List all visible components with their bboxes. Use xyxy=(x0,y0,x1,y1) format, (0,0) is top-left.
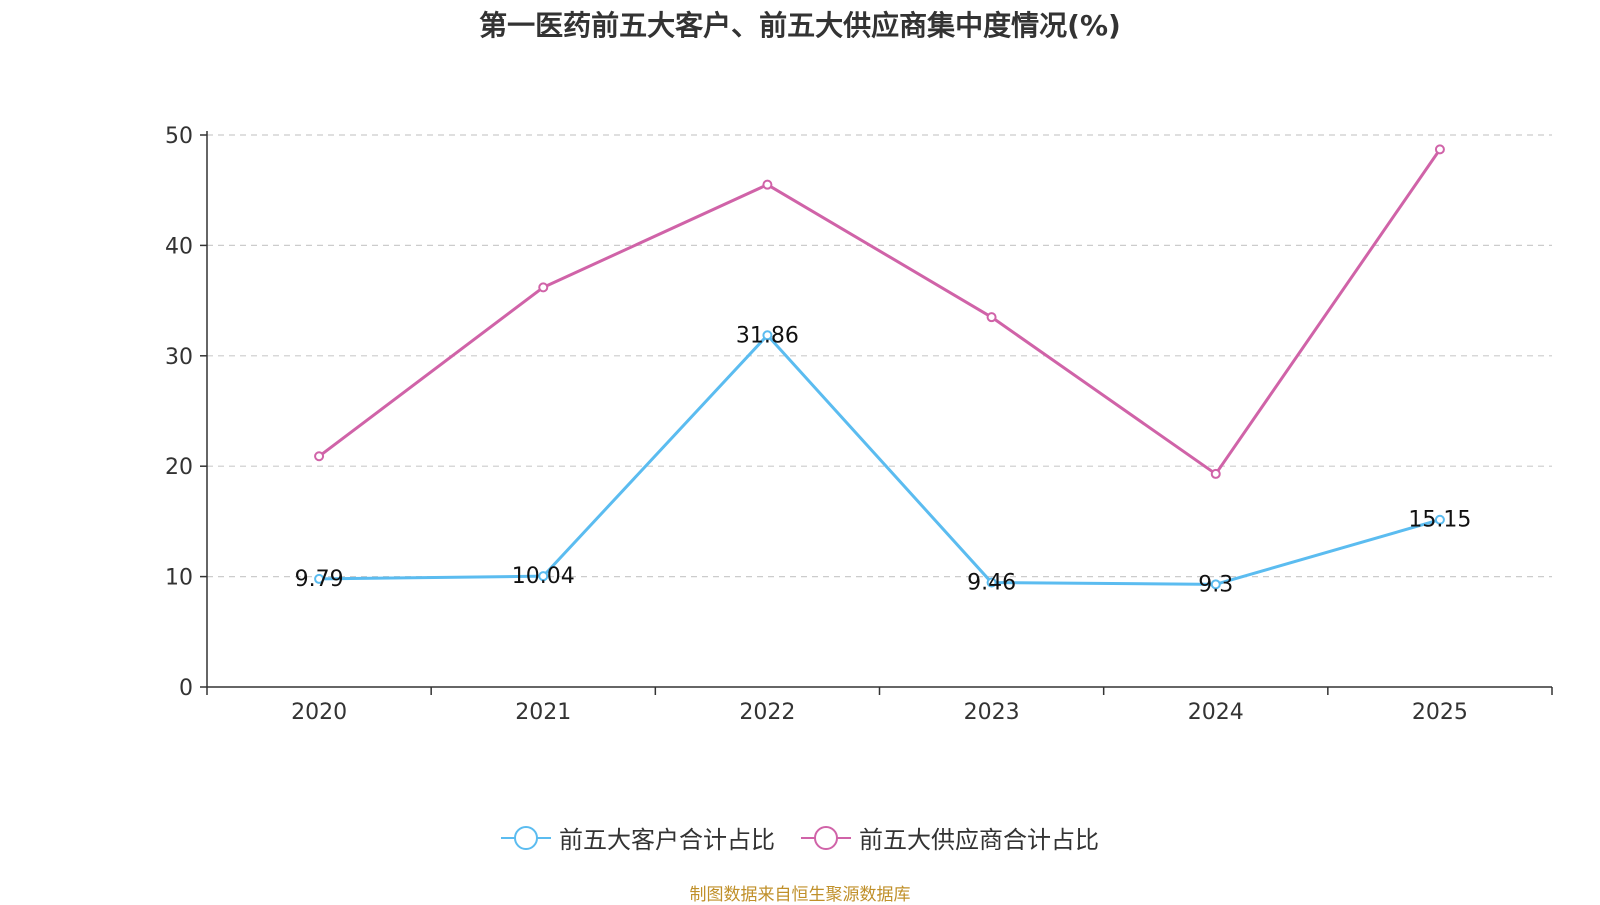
data-label-0-2020: 9.79 xyxy=(295,567,344,592)
data-source-note: 制图数据来自恒生聚源数据库 xyxy=(689,885,911,905)
data-point-1-2021 xyxy=(538,282,549,293)
data-point-1-2024 xyxy=(1210,468,1221,479)
y-tick-label-30: 30 xyxy=(165,345,193,370)
data-point-1-2025 xyxy=(1434,144,1445,155)
data-point-0-2023 xyxy=(986,577,997,588)
series-line-0 xyxy=(319,333,1441,586)
label-layer: 9.79 10.04 31.86 9.46 9.3 15.15 xyxy=(295,323,1472,597)
axis-layer: 0 10 20 30 40 50 2020 2021 2022 2023 2024 2025 xyxy=(165,124,1553,725)
x-tick-label-2025: 2025 xyxy=(1412,700,1468,725)
series-line-1 xyxy=(318,148,1442,476)
legend-label-customers: 前五大客户合计占比 xyxy=(559,826,775,854)
data-point-1-2020 xyxy=(314,451,325,462)
legend-label-suppliers: 前五大供应商合计占比 xyxy=(859,826,1099,854)
x-tick-label-2023: 2023 xyxy=(964,700,1020,725)
legend-marker-suppliers xyxy=(801,825,851,850)
y-tick-label-10: 10 xyxy=(165,566,193,591)
data-point-1-2022 xyxy=(762,179,773,190)
data-label-0-2022: 31.86 xyxy=(736,323,799,348)
data-label-0-2025: 15.15 xyxy=(1408,508,1471,533)
legend-marker-customers xyxy=(501,825,551,850)
legend-item-customers[interactable]: 前五大客户合计占比 xyxy=(501,820,775,855)
x-tick-label-2024: 2024 xyxy=(1188,700,1244,725)
grid-layer xyxy=(207,134,1552,578)
x-tick-label-2020: 2020 xyxy=(291,700,347,725)
data-point-1-2023 xyxy=(986,312,997,323)
data-label-0-2023: 9.46 xyxy=(967,571,1016,596)
legend: 前五大客户合计占比 前五大供应商合计占比 xyxy=(0,820,1600,855)
y-tick-label-40: 40 xyxy=(165,234,193,259)
data-point-0-2020 xyxy=(314,573,325,584)
y-tick-label-20: 20 xyxy=(165,455,193,480)
data-point-0-2021 xyxy=(538,571,549,582)
x-tick-label-2021: 2021 xyxy=(515,700,571,725)
x-tick-label-2022: 2022 xyxy=(739,700,795,725)
series-layer xyxy=(314,144,1445,590)
y-tick-label-0: 0 xyxy=(179,676,193,701)
y-tick-label-50: 50 xyxy=(165,124,193,149)
chart-title: 第一医药前五大客户、前五大供应商集中度情况(%) xyxy=(479,9,1121,42)
data-label-0-2024: 9.3 xyxy=(1198,572,1233,597)
data-point-0-2024 xyxy=(1210,579,1221,590)
data-point-0-2025 xyxy=(1434,514,1445,525)
legend-item-suppliers[interactable]: 前五大供应商合计占比 xyxy=(801,820,1099,855)
data-label-0-2021: 10.04 xyxy=(512,564,575,589)
data-point-0-2022 xyxy=(762,330,773,341)
